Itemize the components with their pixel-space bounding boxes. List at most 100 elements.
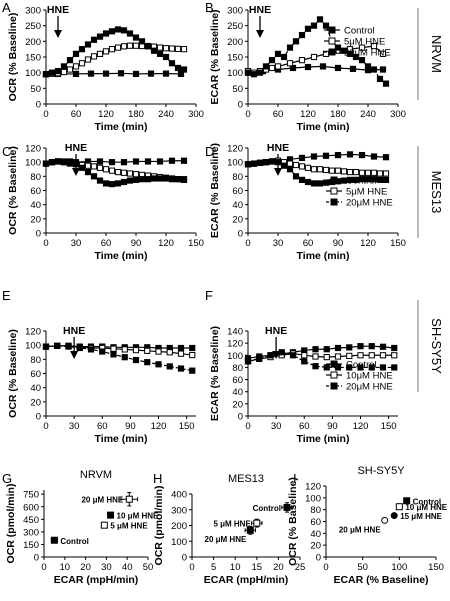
data-point xyxy=(108,167,116,174)
data-point xyxy=(110,351,117,358)
row-label-nrvm: NRVM xyxy=(417,8,444,100)
data-point xyxy=(96,50,104,57)
legend-label: 20μM HNE xyxy=(346,382,393,393)
data-point xyxy=(107,511,115,519)
series-high xyxy=(244,16,390,87)
data-point xyxy=(50,536,58,544)
data-point xyxy=(268,64,276,72)
series-line xyxy=(247,18,387,85)
y-tick-label: 120 xyxy=(227,144,243,155)
data-point xyxy=(346,364,353,371)
panel-d: D 0 30 60 90 120 150 0 20 40 60 80 100 120 Time (min) E… xyxy=(205,142,406,262)
data-point xyxy=(379,364,387,371)
data-point xyxy=(357,364,364,371)
data-point xyxy=(368,343,375,350)
data-point xyxy=(370,169,378,176)
x-tick-label: 120 xyxy=(158,238,174,249)
data-point xyxy=(304,63,312,71)
data-point xyxy=(110,345,117,352)
data-point xyxy=(357,343,364,350)
data-point xyxy=(364,169,372,176)
hne-label: HNE xyxy=(65,142,87,154)
legend-marker xyxy=(328,26,336,34)
y-tick-label: 300 xyxy=(23,527,39,538)
x-tick-label: 180 xyxy=(330,109,346,120)
x-tick-label: 20 xyxy=(273,562,284,573)
data-point xyxy=(256,69,264,76)
data-point xyxy=(66,66,74,73)
data-point xyxy=(162,70,170,77)
data-point xyxy=(87,346,95,353)
panel-c: C 0 30 60 90 120 150 0 20 40 60 80 100 120 Time (min) O… xyxy=(2,142,204,262)
y-tick-label: 0 xyxy=(36,412,41,423)
point-group: Control xyxy=(253,502,293,513)
data-point xyxy=(376,75,384,83)
y-tick-label: 50 xyxy=(232,84,243,95)
data-point xyxy=(132,356,140,364)
point-label: 20 μM HNE xyxy=(339,525,381,534)
data-point xyxy=(120,178,128,186)
x-tick-label: 120 xyxy=(360,238,376,249)
x-tick-label: 150 xyxy=(428,562,444,573)
y-tick-label: 200 xyxy=(171,521,187,532)
x-axis-label: Time (min) xyxy=(297,433,350,445)
data-point xyxy=(323,354,330,361)
point-group: 10 μM HNE xyxy=(107,511,159,521)
data-point xyxy=(87,70,95,77)
data-point xyxy=(292,38,300,45)
x-tick-label: 60 xyxy=(273,109,284,120)
data-point xyxy=(180,46,188,53)
data-point xyxy=(114,168,122,176)
y-tick-label: 120 xyxy=(227,339,243,350)
data-point xyxy=(391,364,398,371)
data-point xyxy=(358,44,366,51)
data-point xyxy=(368,364,375,371)
x-tick-label: 120 xyxy=(353,421,369,432)
data-point xyxy=(312,346,319,353)
data-point xyxy=(144,158,152,165)
data-point xyxy=(102,70,110,77)
x-tick-label: 90 xyxy=(327,421,338,432)
data-point xyxy=(72,50,80,57)
data-point xyxy=(267,352,274,359)
x-axis-label: Time (min) xyxy=(95,433,148,445)
data-point xyxy=(138,38,146,45)
point-label: Control xyxy=(253,504,281,513)
data-point xyxy=(72,161,80,168)
panel-label: E xyxy=(2,288,11,303)
x-tick-label: 30 xyxy=(273,238,284,249)
x-tick-label: 15 xyxy=(252,562,263,573)
data-point xyxy=(340,47,348,54)
x-tick-label: 60 xyxy=(71,109,82,120)
y-tick-label: 150 xyxy=(227,53,243,64)
data-point xyxy=(244,358,252,365)
data-point xyxy=(301,358,308,365)
data-point xyxy=(177,344,185,352)
data-point xyxy=(60,63,68,70)
y-tick-label: 0 xyxy=(238,100,243,111)
data-point xyxy=(120,169,128,176)
y-tick-label: 200 xyxy=(25,37,41,48)
data-point xyxy=(144,176,152,183)
data-point xyxy=(180,66,188,73)
data-point xyxy=(144,347,151,354)
data-point xyxy=(60,159,68,166)
point-group: 20 μM HNE xyxy=(339,516,389,534)
legend-marker xyxy=(328,48,336,56)
data-point xyxy=(168,60,176,67)
hne-label: HNE xyxy=(249,4,271,16)
legend-marker xyxy=(330,187,338,195)
data-point xyxy=(189,367,196,374)
y-tick-label: 0 xyxy=(36,229,41,240)
data-point xyxy=(132,171,140,178)
y-axis-label: ECAR (% Baseline) xyxy=(209,9,221,104)
y-axis-label: OCR (% Baseline) xyxy=(7,13,19,102)
panel-label: C xyxy=(2,144,11,159)
y-axis-label: OCR (% Baseline) xyxy=(7,146,19,235)
data-point xyxy=(358,176,366,183)
x-tick-label: 0 xyxy=(323,562,328,573)
data-point xyxy=(78,164,86,171)
data-point xyxy=(138,176,146,183)
